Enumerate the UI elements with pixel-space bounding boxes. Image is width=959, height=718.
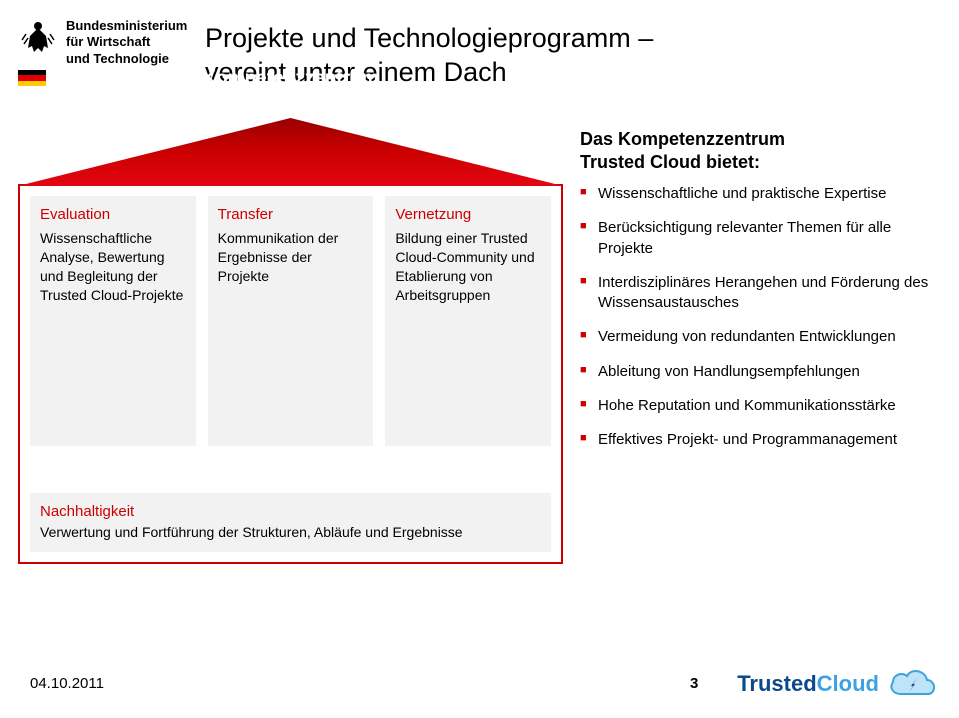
ministry-line2: für Wirtschaft [66, 34, 187, 50]
list-item: Hohe Reputation und Kommunikationsstärke [580, 396, 940, 416]
list-item: Berücksichtigung relevanter Themen für a… [580, 218, 940, 259]
list-item: Vermeidung von redundanten Entwicklungen [580, 327, 940, 347]
column-header: Transfer [218, 206, 364, 223]
sustainability-block: Nachhaltigkeit Verwertung und Fortführun… [30, 493, 551, 552]
column-evaluation: Evaluation Wissenschaftliche Analyse, Be… [30, 196, 196, 446]
roof-line1: Kompetenzzentrum [18, 68, 563, 91]
ministry-line3: und Technologie [66, 51, 187, 67]
list-item: Wissenschaftliche und praktische Experti… [580, 184, 940, 204]
list-item: Ableitung von Handlungsempfehlungen [580, 362, 940, 382]
eagle-icon [18, 18, 58, 58]
list-item: Effektives Projekt- und Programmanagemen… [580, 430, 940, 450]
brand-cloud: Cloud [817, 671, 879, 697]
section-title: Das Kompetenzzentrum Trusted Cloud biete… [580, 128, 785, 175]
list-item: Interdisziplinäres Herangehen und Förder… [580, 273, 940, 314]
roof-line2: Trusted Cloud [18, 91, 563, 114]
ministry-line1: Bundesministerium [66, 18, 187, 34]
cloud-icon [885, 664, 939, 704]
roof: Kompetenzzentrum Trusted Cloud [18, 118, 563, 186]
trusted-cloud-logo: TrustedCloud [737, 664, 939, 704]
brand-trusted: Trusted [737, 671, 816, 697]
column-body: Bildung einer Trusted Cloud-Community un… [395, 229, 541, 305]
column-transfer: Transfer Kommunikation der Ergebnisse de… [208, 196, 374, 446]
ministry-logo: Bundesministerium für Wirtschaft und Tec… [18, 18, 187, 67]
column-vernetzung: Vernetzung Bildung einer Trusted Cloud-C… [385, 196, 551, 446]
column-body: Kommunikation der Ergebnisse der Projekt… [218, 229, 364, 286]
house-diagram: Kompetenzzentrum Trusted Cloud Evaluatio… [18, 184, 563, 564]
sustain-body: Verwertung und Fortführung der Strukture… [40, 524, 541, 540]
column-header: Vernetzung [395, 206, 541, 223]
column-header: Evaluation [40, 206, 186, 223]
footer-page: 3 [690, 675, 698, 692]
column-body: Wissenschaftliche Analyse, Bewertung und… [40, 229, 186, 305]
sustain-header: Nachhaltigkeit [40, 503, 541, 520]
footer-date: 04.10.2011 [30, 675, 104, 692]
benefits-list: Wissenschaftliche und praktische Experti… [580, 184, 940, 464]
